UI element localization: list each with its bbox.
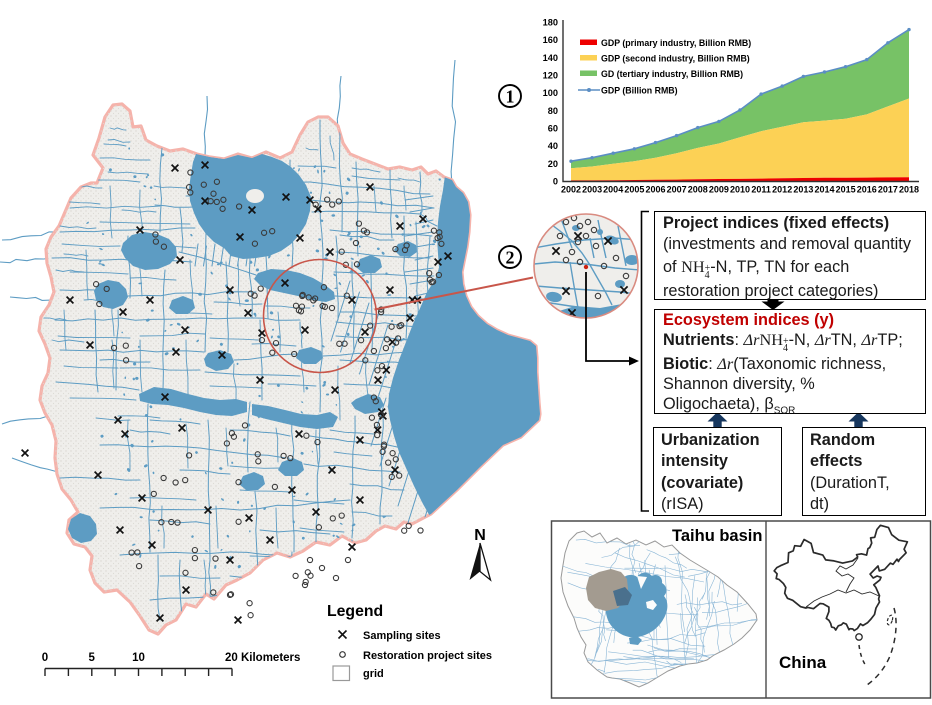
svg-text:2016: 2016 — [857, 185, 877, 195]
svg-text:2005: 2005 — [624, 185, 644, 195]
svg-text:10: 10 — [132, 652, 145, 664]
svg-text:Legend: Legend — [327, 603, 383, 620]
svg-text:GDP (primary industry, Billion: GDP (primary industry, Billion RMB) — [601, 38, 751, 48]
svg-text:120: 120 — [543, 71, 558, 81]
svg-text:80: 80 — [548, 106, 558, 116]
svg-text:2018: 2018 — [899, 185, 919, 195]
svg-text:2007: 2007 — [667, 185, 687, 195]
svg-text:N: N — [474, 527, 486, 544]
svg-text:GD (tertiary industry, Billion: GD (tertiary industry, Billion RMB) — [601, 69, 743, 79]
svg-text:2: 2 — [506, 248, 515, 268]
svg-text:5: 5 — [88, 652, 95, 664]
svg-text:0: 0 — [42, 652, 48, 664]
svg-text:grid: grid — [363, 668, 384, 680]
svg-text:2012: 2012 — [772, 185, 792, 195]
svg-text:160: 160 — [543, 35, 558, 45]
svg-text:2014: 2014 — [814, 185, 834, 195]
svg-text:20 Kilometers: 20 Kilometers — [225, 652, 300, 664]
svg-text:2002: 2002 — [561, 185, 581, 195]
svg-text:China: China — [779, 653, 827, 672]
svg-text:2010: 2010 — [730, 185, 750, 195]
svg-text:GDP (Billion RMB): GDP (Billion RMB) — [601, 86, 678, 96]
svg-text:2008: 2008 — [688, 185, 708, 195]
svg-text:180: 180 — [543, 18, 558, 28]
svg-text:1: 1 — [506, 87, 515, 107]
svg-text:2003: 2003 — [582, 185, 602, 195]
svg-text:Taihu basin: Taihu basin — [672, 527, 762, 545]
svg-text:2013: 2013 — [793, 185, 813, 195]
svg-text:140: 140 — [543, 53, 558, 63]
svg-text:40: 40 — [548, 141, 558, 151]
svg-text:2011: 2011 — [751, 185, 771, 195]
svg-text:Sampling sites: Sampling sites — [363, 630, 441, 642]
svg-text:GDP (second industry, Billion: GDP (second industry, Billion RMB) — [601, 54, 750, 64]
svg-text:2006: 2006 — [645, 185, 665, 195]
svg-text:2004: 2004 — [603, 185, 623, 195]
svg-text:100: 100 — [543, 88, 558, 98]
svg-text:2015: 2015 — [836, 185, 856, 195]
svg-text:0: 0 — [553, 177, 558, 187]
svg-text:20: 20 — [548, 159, 558, 169]
svg-text:2009: 2009 — [709, 185, 729, 195]
svg-text:Restoration project sites: Restoration project sites — [363, 650, 492, 662]
svg-text:2017: 2017 — [878, 185, 898, 195]
svg-text:60: 60 — [548, 124, 558, 134]
